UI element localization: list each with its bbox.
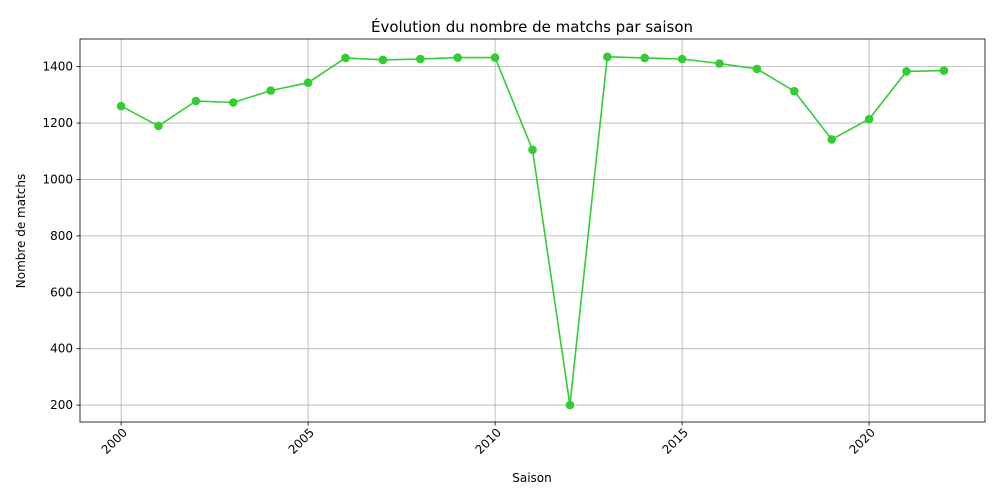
data-point [603,52,612,62]
data-point [939,66,949,75]
data-point [528,145,537,155]
data-point [191,96,201,106]
plot-frame [79,38,986,423]
data-point [154,121,163,131]
data-point [116,101,126,111]
data-point [640,53,649,63]
y-tick-label: 1000 [42,172,73,186]
data-point [229,98,238,107]
data-point [303,78,313,87]
y-tick-label: 1400 [42,60,73,74]
y-tick-label: 400 [50,342,73,356]
data-point [378,55,388,65]
data-point [453,53,463,62]
data-point [266,86,276,95]
data-point [827,135,836,144]
data-point [864,114,874,124]
data-point [790,86,799,96]
data-point [752,64,762,74]
y-tick-label: 600 [50,285,73,299]
series-layer [116,52,949,410]
data-point [902,67,911,76]
y-tick-label: 1200 [42,116,73,130]
data-point [341,53,350,63]
y-axis-title: Nombre de matchs [14,174,28,289]
data-point [565,400,575,410]
y-axis: 200 400 600 800 1000 1200 1400 [42,60,80,412]
data-point [490,53,500,62]
data-point [677,54,687,64]
x-axis-title: Saison [512,471,552,485]
chart-title: Évolution du nombre de matchs par saison [371,17,693,36]
data-point [416,54,425,64]
grid [80,39,985,422]
y-tick-label: 200 [50,398,73,412]
data-point [715,59,724,68]
y-tick-label: 800 [50,229,73,243]
